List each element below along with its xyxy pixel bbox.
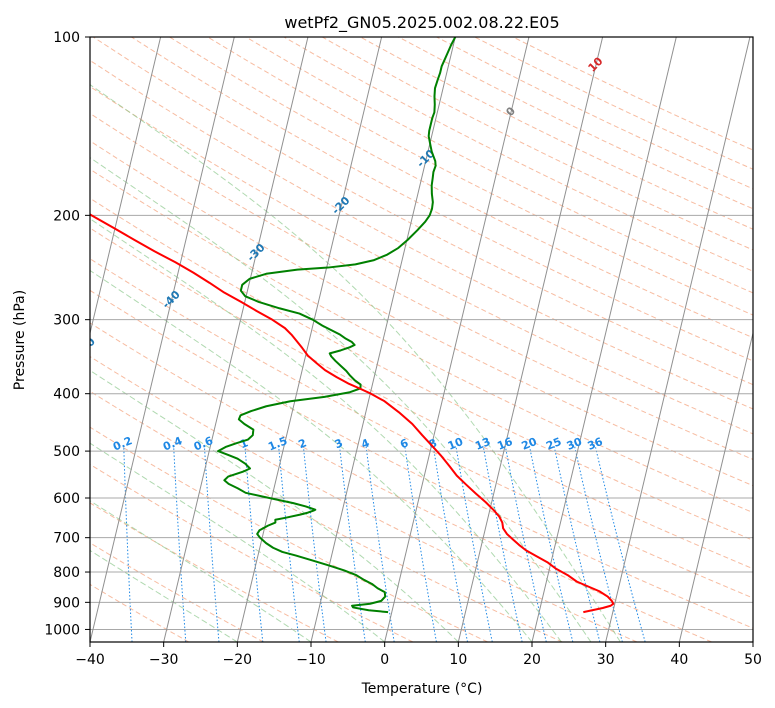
y-tick-label: 700	[53, 531, 80, 547]
y-tick-label: 1000	[44, 622, 80, 638]
mixing-ratio-label: 30	[565, 435, 584, 453]
mixing-ratio-line	[404, 445, 437, 642]
y-axis-label: Pressure (hPa)	[12, 290, 28, 390]
isotherm-line	[90, 37, 235, 642]
moist-adiabat-line	[90, 218, 562, 642]
mixing-ratio-line	[594, 445, 646, 642]
isotherm-line	[457, 37, 604, 642]
mixing-ratio-label: 8	[427, 436, 439, 451]
x-tick-label: −30	[149, 652, 179, 668]
x-tick-label: −10	[296, 652, 326, 668]
y-tick-label: 500	[53, 444, 80, 460]
y-tick-label: 900	[53, 595, 80, 611]
isotherm-line	[531, 37, 677, 642]
y-axis: 100 200 300 400 500 600 700 800 900 1000	[44, 30, 90, 638]
moist-adiabat-line	[90, 269, 533, 642]
mixing-ratio-labels: 0.1 0.2 0.4 0.6 1 1.5 2 3 4 6 8 10 13 16 20 25 30 36	[111, 434, 605, 453]
dry-adiabat-line	[90, 258, 753, 599]
mixing-ratio-label: 20	[520, 435, 539, 453]
mixing-ratio-line	[455, 445, 493, 642]
x-tick-label: 10	[449, 652, 467, 668]
mixing-ratio-line	[504, 445, 547, 642]
x-tick-label: 40	[670, 652, 688, 668]
x-tick-label: 20	[523, 652, 541, 668]
mixing-ratio-line	[123, 445, 133, 642]
chart-title: wetPf2_GN05.2025.002.08.22.E05	[284, 13, 559, 33]
y-tick-label: 600	[53, 491, 80, 507]
mixing-ratio-lines	[123, 445, 646, 642]
moist-adiabat-line	[90, 84, 621, 642]
mixing-ratio-line	[482, 445, 523, 642]
dry-adiabat-line	[90, 289, 753, 629]
dry-adiabat-line	[90, 112, 753, 460]
dry-adiabat-line	[90, 197, 753, 541]
dry-adiabat-line	[90, 322, 712, 642]
isotherm-line	[678, 330, 753, 642]
y-tick-label: 400	[53, 387, 80, 403]
y-tick-label: 200	[53, 208, 80, 224]
isotherm-lines	[90, 37, 753, 642]
isotherm-line	[605, 37, 751, 642]
mixing-ratio-label: 2	[297, 436, 309, 451]
dry-adiabat-line	[90, 85, 753, 435]
isotherm-line	[310, 37, 456, 642]
mixing-ratio-line	[528, 445, 574, 642]
dry-adiabat-line	[90, 390, 563, 642]
dry-adiabat-line	[90, 59, 753, 410]
mixing-ratio-label: 1	[238, 436, 250, 451]
moist-adiabat-line	[90, 157, 592, 642]
mixing-ratio-label: 36	[586, 435, 605, 453]
isobar-lines	[90, 37, 753, 630]
mixing-ratio-line	[173, 445, 187, 642]
dry-adiabat-line	[90, 426, 488, 642]
mixing-ratio-label: 13	[473, 435, 492, 453]
mixing-ratio-line	[432, 445, 469, 642]
isotherm-line	[384, 37, 530, 642]
dry-adiabat-line	[90, 583, 190, 642]
mixing-ratio-line	[574, 445, 623, 642]
mixing-ratio-label: 16	[495, 435, 514, 453]
x-tick-label: 0	[380, 652, 389, 668]
dewpoint-series-line	[217, 37, 457, 614]
isotherm-line	[236, 37, 383, 642]
temperature-series-line	[90, 213, 615, 614]
x-tick-label: −20	[223, 652, 253, 668]
x-tick-label: 50	[744, 652, 762, 668]
plot-area: -100-90-80-70-60-50-40-30-20-10010203040…	[75, 7, 753, 642]
mixing-ratio-label: 25	[544, 435, 563, 453]
isotherm-line	[752, 639, 753, 642]
isotherm-label: 20	[670, 7, 690, 27]
mixing-ratio-line	[338, 445, 366, 642]
mixing-ratio-line	[203, 445, 220, 642]
dry-adiabat-line	[92, 37, 753, 386]
x-tick-label: 30	[597, 652, 615, 668]
mixing-ratio-line	[244, 445, 264, 642]
moist-adiabats	[90, 84, 621, 642]
x-axis-label: Temperature (°C)	[361, 681, 483, 697]
moist-adiabat-line	[90, 369, 459, 642]
mixing-ratio-label: 10	[446, 435, 465, 453]
dry-adiabat-line	[131, 37, 753, 362]
y-tick-label: 100	[53, 30, 80, 46]
plot-frame	[89, 36, 754, 643]
mixing-ratio-label: 3	[333, 436, 345, 451]
mixing-ratio-line	[365, 445, 395, 642]
x-tick-label: −40	[75, 652, 105, 668]
isotherm-label: -50	[75, 335, 98, 358]
mixing-ratio-line	[553, 445, 601, 642]
y-tick-label: 300	[53, 313, 80, 329]
dry-adiabat-line	[90, 355, 638, 642]
y-tick-label: 800	[53, 565, 80, 581]
isotherm-line	[163, 37, 309, 642]
isotherm-line	[90, 37, 162, 336]
x-axis: −40 −30 −20 −10 0 10 20 30 40 50	[75, 642, 762, 668]
moist-adiabat-line	[90, 442, 385, 642]
